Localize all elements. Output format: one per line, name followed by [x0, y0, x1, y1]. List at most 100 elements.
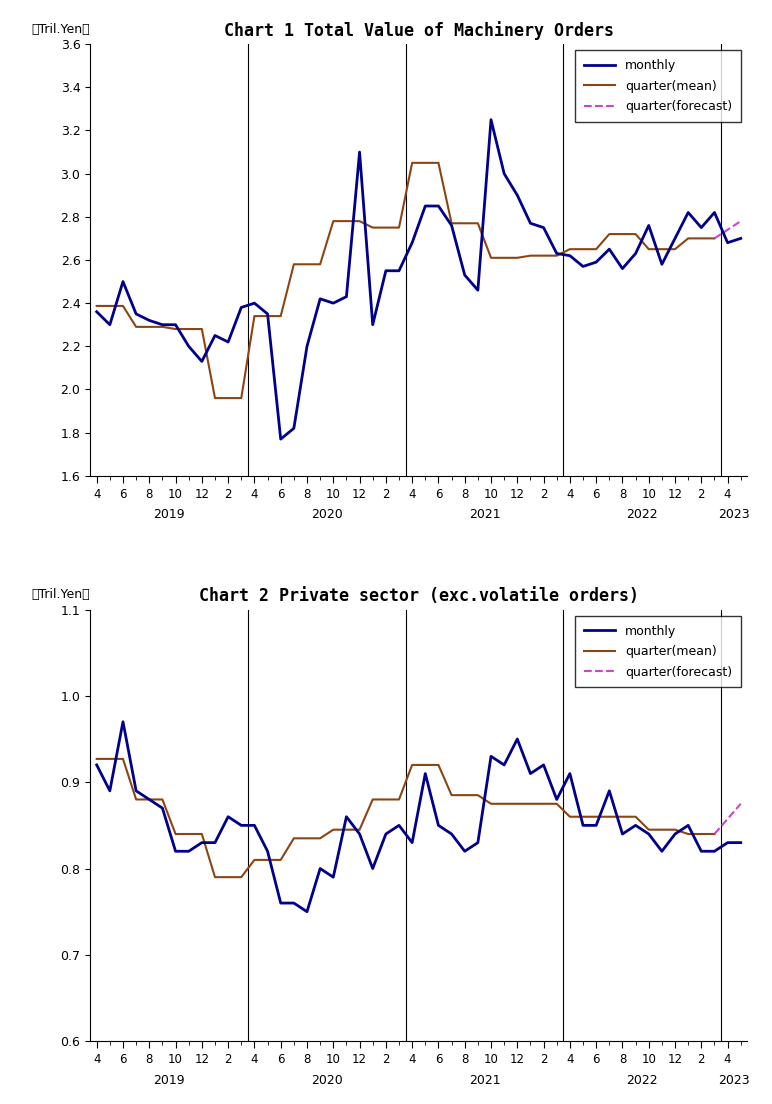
- quarter(mean): [131, 320, 141, 333]
- quarter(mean): [303, 257, 312, 270]
- quarter(mean): [565, 243, 574, 256]
- quarter(mean): [526, 250, 535, 263]
- monthly: [342, 810, 351, 824]
- quarter(mean): [131, 793, 141, 806]
- monthly: [657, 257, 666, 270]
- quarter(mean): [394, 221, 404, 234]
- quarter(mean): [447, 216, 456, 230]
- quarter(mean): [408, 758, 417, 772]
- monthly: [696, 845, 706, 858]
- quarter(mean): [250, 853, 259, 867]
- Text: 2023: 2023: [719, 1073, 750, 1086]
- quarter(mean): [118, 752, 127, 765]
- quarter(mean): [184, 322, 193, 336]
- Text: 2019: 2019: [153, 508, 185, 521]
- quarter(mean): [604, 227, 614, 241]
- quarter(mean): [381, 221, 391, 234]
- quarter(mean): [144, 793, 154, 806]
- monthly: [355, 827, 364, 840]
- Text: 2020: 2020: [311, 1073, 343, 1086]
- quarter(mean): [709, 232, 719, 245]
- monthly: [539, 221, 548, 234]
- quarter(mean): [394, 793, 404, 806]
- monthly: [565, 767, 574, 781]
- quarter(mean): [539, 250, 548, 263]
- monthly: [447, 219, 456, 232]
- monthly: [683, 819, 692, 832]
- monthly: [618, 262, 627, 275]
- monthly: [303, 340, 312, 353]
- quarter(mean): [526, 797, 535, 810]
- quarter(mean): [644, 824, 653, 837]
- quarter(mean): [618, 227, 627, 241]
- quarter(mean): [342, 824, 351, 837]
- monthly: [210, 329, 219, 342]
- monthly: [460, 268, 469, 282]
- quarter(mean): [171, 322, 180, 336]
- monthly: [250, 297, 259, 310]
- Text: 2020: 2020: [311, 508, 343, 521]
- quarter(mean): [303, 831, 312, 845]
- monthly: [591, 819, 601, 832]
- monthly: [144, 793, 154, 806]
- quarter(mean): [316, 831, 325, 845]
- quarter(mean): [342, 214, 351, 227]
- quarter(mean): [105, 752, 114, 765]
- monthly: [670, 827, 679, 840]
- Line: monthly: monthly: [96, 119, 741, 439]
- quarter(mean): [381, 793, 391, 806]
- monthly: [329, 297, 338, 310]
- quarter(mean): [657, 824, 666, 837]
- quarter(mean): [460, 216, 469, 230]
- quarter(mean): [696, 827, 706, 840]
- monthly: [394, 264, 404, 277]
- monthly: [434, 200, 443, 213]
- quarter(mean): [631, 227, 640, 241]
- monthly: [157, 802, 167, 815]
- monthly: [670, 232, 679, 245]
- monthly: [578, 819, 587, 832]
- quarter(mean): [237, 871, 246, 884]
- monthly: [92, 305, 101, 318]
- monthly: [552, 247, 561, 261]
- monthly: [618, 827, 627, 840]
- monthly: [460, 845, 469, 858]
- Line: quarter(forecast): quarter(forecast): [714, 221, 741, 238]
- quarter(mean): [329, 214, 338, 227]
- monthly: [604, 243, 614, 256]
- quarter(mean): [197, 322, 206, 336]
- Text: 2022: 2022: [626, 508, 658, 521]
- Legend: monthly, quarter(mean), quarter(forecast): monthly, quarter(mean), quarter(forecast…: [575, 51, 741, 121]
- Line: quarter(mean): quarter(mean): [96, 163, 714, 399]
- quarter(mean): [604, 810, 614, 824]
- quarter(mean): [460, 788, 469, 802]
- monthly: [499, 167, 509, 180]
- monthly: [105, 318, 114, 331]
- monthly: [368, 318, 378, 331]
- quarter(mean): [290, 831, 299, 845]
- monthly: [565, 250, 574, 263]
- quarter(mean): [683, 232, 692, 245]
- monthly: [644, 827, 653, 840]
- monthly: [276, 433, 286, 446]
- monthly: [723, 236, 732, 250]
- monthly: [513, 189, 522, 202]
- monthly: [250, 819, 259, 832]
- Legend: monthly, quarter(mean), quarter(forecast): monthly, quarter(mean), quarter(forecast…: [575, 616, 741, 688]
- monthly: [157, 318, 167, 331]
- quarter(mean): [709, 827, 719, 840]
- quarter(mean): [578, 810, 587, 824]
- quarter(mean): [657, 243, 666, 256]
- quarter(mean): [683, 827, 692, 840]
- monthly: [486, 750, 496, 763]
- quarter(mean): [473, 216, 482, 230]
- monthly: [263, 845, 273, 858]
- Text: 2021: 2021: [469, 1073, 500, 1086]
- monthly: [131, 784, 141, 797]
- quarter(mean): [276, 853, 286, 867]
- quarter(mean): [290, 257, 299, 270]
- quarter(mean): [421, 758, 430, 772]
- quarter(mean): [224, 392, 233, 405]
- quarter(forecast): [709, 827, 719, 840]
- quarter(mean): [157, 320, 167, 333]
